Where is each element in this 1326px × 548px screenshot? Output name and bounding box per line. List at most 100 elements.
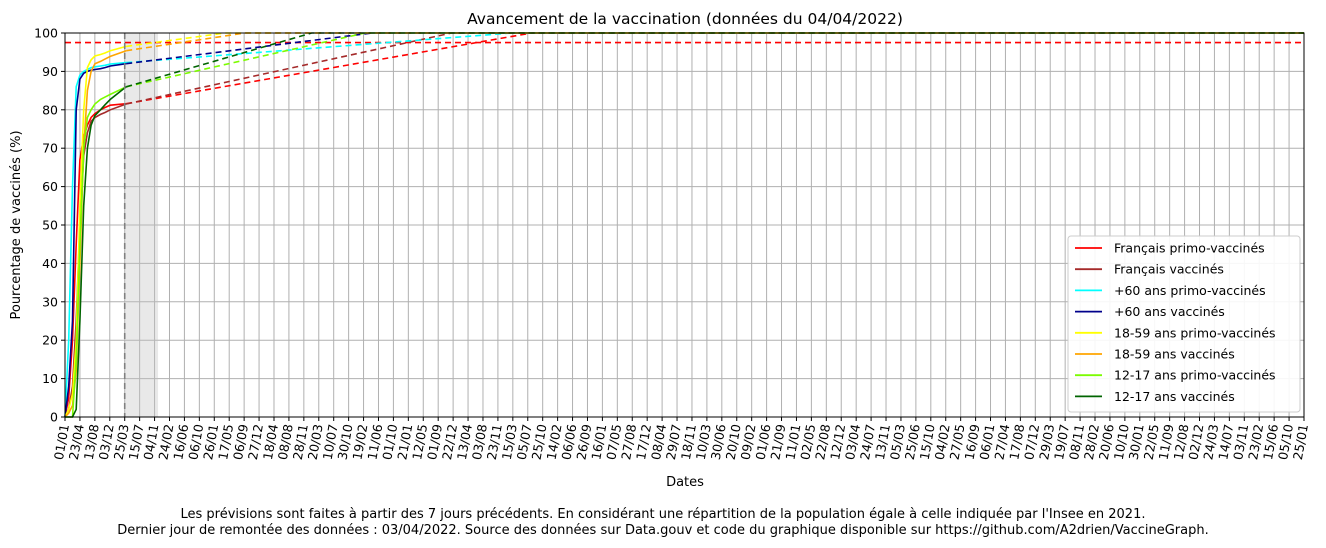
series-line-0 xyxy=(64,102,127,418)
x-tick-label: 14/07 xyxy=(1215,423,1236,461)
x-tick-label: 01/01 xyxy=(51,423,72,461)
x-tick-label: 15/10 xyxy=(917,423,938,461)
x-tick-label: 12/05 xyxy=(409,423,430,461)
x-tick-label: 23/02 xyxy=(1245,423,1266,461)
y-tick-label: 60 xyxy=(42,179,58,194)
x-tick-label: 18/11 xyxy=(678,423,699,461)
x-tick-label: 07/12 xyxy=(1021,423,1042,461)
y-tick-label: 40 xyxy=(42,256,58,271)
x-tick-label: 09/02 xyxy=(738,423,759,461)
x-tick-label: 06/06 xyxy=(558,423,579,461)
x-tick-label: 20/10 xyxy=(723,423,744,461)
x-tick-label: 25/10 xyxy=(529,423,550,461)
x-tick-label: 25/01 xyxy=(1290,423,1311,461)
x-tick-label: 30/01 xyxy=(1126,423,1147,461)
x-tick-label: 01/09 xyxy=(424,423,445,461)
x-tick-label: 13/04 xyxy=(454,423,475,461)
x-tick-label: 22/05 xyxy=(1141,423,1162,461)
legend-entry: 18-59 ans primo-vaccinés xyxy=(1114,325,1276,340)
x-tick-label: 22/08 xyxy=(812,423,833,461)
y-tick-label: 30 xyxy=(42,294,58,309)
x-tick-label: 03/08 xyxy=(469,423,490,461)
x-tick-label: 17/05 xyxy=(215,423,236,461)
x-tick-label: 18/04 xyxy=(260,423,281,461)
x-tick-label: 12/12 xyxy=(827,423,848,461)
forecast-line-4 xyxy=(126,32,1304,48)
legend-entry: Français vaccinés xyxy=(1114,262,1224,277)
x-tick-label: 28/02 xyxy=(1081,423,1102,461)
x-tick-label: 13/11 xyxy=(872,423,893,461)
x-tick-label: 19/02 xyxy=(349,423,370,461)
x-tick-label: 05/03 xyxy=(887,423,908,461)
y-tick-label: 20 xyxy=(42,333,58,348)
x-tick-label: 06/01 xyxy=(976,423,997,461)
x-axis-ticks: 01/0123/0413/0803/1225/0315/0704/1124/02… xyxy=(51,417,1311,461)
footnote-line-2: Dernier jour de remontée des données : 0… xyxy=(117,523,1209,538)
x-tick-label: 08/11 xyxy=(1066,423,1087,461)
series-line-7 xyxy=(65,86,127,418)
y-tick-label: 50 xyxy=(42,218,58,233)
x-axis-label: Dates xyxy=(666,475,704,490)
y-tick-label: 10 xyxy=(42,371,58,386)
series-line-6 xyxy=(65,86,127,418)
x-tick-label: 30/06 xyxy=(708,423,729,461)
x-tick-label: 29/07 xyxy=(663,423,684,461)
x-tick-label: 11/09 xyxy=(1156,423,1177,461)
x-tick-label: 07/05 xyxy=(603,423,624,461)
chart-title: Avancement de la vaccination (données du… xyxy=(467,10,903,28)
y-tick-label: 0 xyxy=(50,410,58,425)
y-tick-label: 100 xyxy=(34,26,58,41)
legend: Français primo-vaccinés Français vaccinés… xyxy=(1067,235,1301,413)
x-tick-label: 24/07 xyxy=(857,423,878,461)
x-tick-label: 04/11 xyxy=(140,423,161,461)
x-tick-label: 30/10 xyxy=(335,423,356,461)
x-tick-label: 05/07 xyxy=(514,423,535,461)
x-tick-label: 22/12 xyxy=(439,423,460,461)
x-tick-label: 27/08 xyxy=(618,423,639,461)
x-tick-label: 25/06 xyxy=(902,423,923,461)
x-tick-label: 16/09 xyxy=(962,423,983,461)
x-tick-label: 08/04 xyxy=(648,423,669,461)
forecast-line-3 xyxy=(126,32,1304,65)
x-tick-label: 10/10 xyxy=(1111,423,1132,461)
x-tick-label: 19/07 xyxy=(1051,423,1072,461)
x-tick-label: 11/01 xyxy=(782,423,803,461)
x-tick-label: 28/11 xyxy=(290,423,311,461)
x-tick-label: 23/04 xyxy=(66,423,87,461)
x-tick-label: 21/01 xyxy=(394,423,415,461)
x-tick-label: 24/02 xyxy=(155,423,176,461)
x-tick-label: 24/03 xyxy=(1200,423,1221,461)
x-tick-label: 03/11 xyxy=(1230,423,1251,461)
x-tick-label: 05/10 xyxy=(1275,423,1296,461)
y-axis-ticks: 0 10 20 30 40 50 60 70 80 90 100 xyxy=(34,26,65,425)
x-tick-label: 25/03 xyxy=(111,423,132,461)
x-tick-label: 06/10 xyxy=(185,423,206,461)
legend-entry: +60 ans vaccinés xyxy=(1114,304,1225,319)
x-tick-label: 02/05 xyxy=(797,423,818,461)
x-tick-label: 14/02 xyxy=(544,423,565,461)
x-tick-label: 03/12 xyxy=(96,423,117,461)
x-tick-label: 10/03 xyxy=(693,423,714,461)
forecast-line-1 xyxy=(126,32,1304,105)
x-tick-label: 08/08 xyxy=(275,423,296,461)
forecast-line-7 xyxy=(125,32,1304,88)
y-tick-label: 70 xyxy=(42,141,58,156)
legend-entry: Français primo-vaccinés xyxy=(1114,241,1265,256)
legend-entry: +60 ans primo-vaccinés xyxy=(1114,283,1266,298)
x-tick-label: 29/03 xyxy=(1036,423,1057,461)
x-tick-label: 16/06 xyxy=(170,423,191,461)
today-shaded-region xyxy=(124,33,159,417)
x-tick-label: 03/04 xyxy=(842,423,863,461)
y-axis-label: Pourcentage de vaccinés (%) xyxy=(9,130,24,319)
x-tick-label: 17/08 xyxy=(1006,423,1027,461)
x-tick-label: 27/05 xyxy=(947,423,968,461)
x-tick-label: 11/06 xyxy=(364,423,385,461)
y-tick-label: 80 xyxy=(42,102,58,117)
legend-entry: 18-59 ans vaccinés xyxy=(1114,347,1235,362)
x-tick-label: 13/08 xyxy=(81,423,102,461)
x-tick-label: 20/06 xyxy=(1096,423,1117,461)
x-tick-label: 26/09 xyxy=(573,423,594,461)
x-tick-label: 01/10 xyxy=(379,423,400,461)
x-tick-label: 04/02 xyxy=(932,423,953,461)
x-tick-label: 16/01 xyxy=(588,423,609,461)
